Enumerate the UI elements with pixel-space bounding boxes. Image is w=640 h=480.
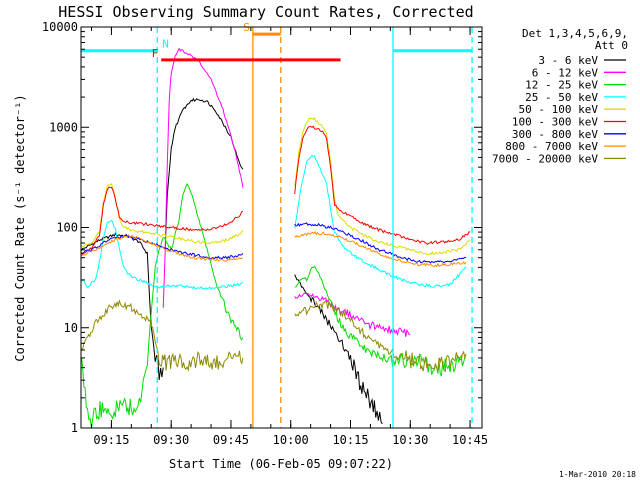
series-line <box>81 234 244 260</box>
x-tick-label: 10:15 <box>332 433 368 447</box>
series-line <box>294 299 467 373</box>
marker-label: F <box>152 47 159 60</box>
x-tick-label: 09:15 <box>93 433 129 447</box>
series-line <box>81 219 243 290</box>
series-line <box>81 183 244 429</box>
legend-entry-label: 12 - 25 keV <box>525 79 598 92</box>
series-line <box>81 183 244 247</box>
legend-entry-label: 300 - 800 keV <box>512 128 598 141</box>
legend-entry-label: 6 - 12 keV <box>532 66 599 79</box>
legend-entry-label: 7000 - 20000 keV <box>492 152 598 165</box>
series-layer <box>81 47 471 429</box>
legend-entry-label: 800 - 7000 keV <box>505 140 598 153</box>
legend-header: Att 0 <box>595 39 628 52</box>
x-tick-label: 09:45 <box>213 433 249 447</box>
series-line <box>294 274 383 425</box>
y-tick-label: 1 <box>71 421 78 435</box>
footer-timestamp: 1-Mar-2010 20:18 <box>559 470 636 479</box>
x-axis-label: Start Time (06-Feb-05 09:07:22) <box>169 457 393 471</box>
y-axis-label: Corrected Count Rate (s⁻¹ detector⁻¹) <box>13 94 27 361</box>
legend-entry-label: 25 - 50 keV <box>525 91 598 104</box>
y-tick-label: 10 <box>64 321 78 335</box>
marker-label: S <box>243 21 250 34</box>
markers-layer: N S F <box>81 21 473 428</box>
series-line <box>294 292 411 337</box>
legend-entry-label: 50 - 100 keV <box>519 103 599 116</box>
y-tick-label: 1000 <box>49 120 78 134</box>
y-tick-label: 10000 <box>42 20 78 34</box>
marker-label: N <box>162 38 169 51</box>
series-line <box>81 186 244 255</box>
series-line <box>81 234 244 263</box>
axes-layer: 1 10 100 1000 10000 09:15 09:30 09:45 10:00 10:15… <box>42 20 488 447</box>
series-line <box>294 117 471 256</box>
series-line <box>164 97 244 250</box>
series-line <box>294 125 471 245</box>
y-tick-label: 100 <box>56 221 78 235</box>
legend-entry-label: 3 - 6 keV <box>538 54 598 67</box>
x-tick-label: 10:45 <box>452 433 488 447</box>
legend-header: Det 1,3,4,5,6,9, <box>522 27 628 40</box>
x-tick-label: 10:30 <box>392 433 428 447</box>
series-line <box>81 299 244 372</box>
series-line <box>294 154 467 288</box>
series-line <box>294 222 467 264</box>
x-tick-label: 10:00 <box>273 433 309 447</box>
x-tick-label: 09:30 <box>153 433 189 447</box>
legend-entry-label: 100 - 300 keV <box>512 116 598 129</box>
series-line <box>162 47 244 308</box>
series-line <box>294 231 467 268</box>
chart-title: HESSI Observing Summary Count Rates, Cor… <box>58 3 473 21</box>
